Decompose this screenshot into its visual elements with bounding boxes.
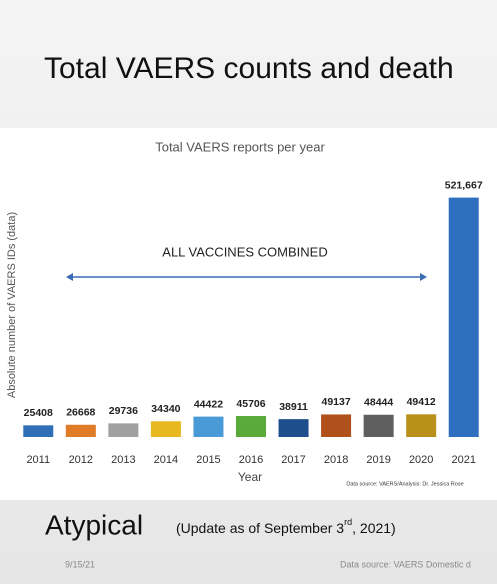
value-label: 49137: [321, 396, 350, 408]
update-text: (Update as of September 3: [176, 520, 344, 536]
bar: [363, 414, 394, 437]
value-label: 26668: [66, 407, 95, 419]
bar: [193, 416, 224, 437]
y-axis-label: Absolute number of VAERS IDs (data): [6, 212, 18, 398]
footer-date: 9/15/21: [65, 559, 95, 569]
chart-area: [0, 128, 497, 500]
annotation-arrow: [66, 273, 427, 281]
bar: [236, 416, 266, 437]
update-end: , 2021): [352, 520, 396, 536]
plot: 2011 25408 2012 26668 2013 29736 2014 34340 2015…: [23, 179, 483, 466]
x-tick-label: 2013: [111, 454, 135, 466]
value-label: 521,667: [445, 179, 483, 191]
bar: [150, 421, 181, 437]
slide-title: Total VAERS counts and death: [44, 52, 454, 85]
bar: [406, 414, 437, 437]
x-tick-label: 2011: [26, 454, 50, 466]
x-tick-label: 2019: [366, 454, 390, 466]
value-label: 34340: [151, 403, 180, 415]
footer-heading: Atypical: [45, 509, 143, 540]
x-tick-label: 2012: [69, 454, 93, 466]
bar: [108, 423, 139, 437]
bar: [23, 425, 54, 437]
annotation: ALL VACCINES COMBINED: [162, 244, 327, 259]
x-tick-label: 2016: [239, 454, 263, 466]
value-label: 29736: [109, 405, 138, 417]
footer-update: (Update as of September 3rd, 2021): [176, 517, 396, 535]
value-label: 38911: [279, 401, 308, 413]
chart-source: Data source: VAERS/Analysis: Dr. Jessica…: [346, 481, 463, 487]
chart-title: Total VAERS reports per year: [155, 139, 325, 154]
value-label: 45706: [236, 398, 265, 410]
bar: [448, 197, 479, 437]
update-superscript: rd: [344, 517, 352, 527]
value-label: 48444: [364, 397, 393, 409]
value-label: 25408: [24, 407, 53, 419]
x-tick-label: 2017: [281, 454, 305, 466]
value-label: 49412: [407, 396, 436, 408]
x-axis-label: Year: [238, 470, 262, 484]
x-tick-label: 2015: [196, 454, 220, 466]
footer-source: Data source: VAERS Domestic d: [340, 559, 471, 569]
bar: [278, 419, 309, 437]
x-tick-label: 2014: [154, 454, 178, 466]
bar: [65, 424, 96, 437]
x-tick-label: 2018: [324, 454, 348, 466]
x-tick-label: 2021: [451, 454, 475, 466]
bar: [321, 414, 352, 437]
value-label: 44422: [194, 398, 223, 410]
x-tick-label: 2020: [409, 454, 433, 466]
